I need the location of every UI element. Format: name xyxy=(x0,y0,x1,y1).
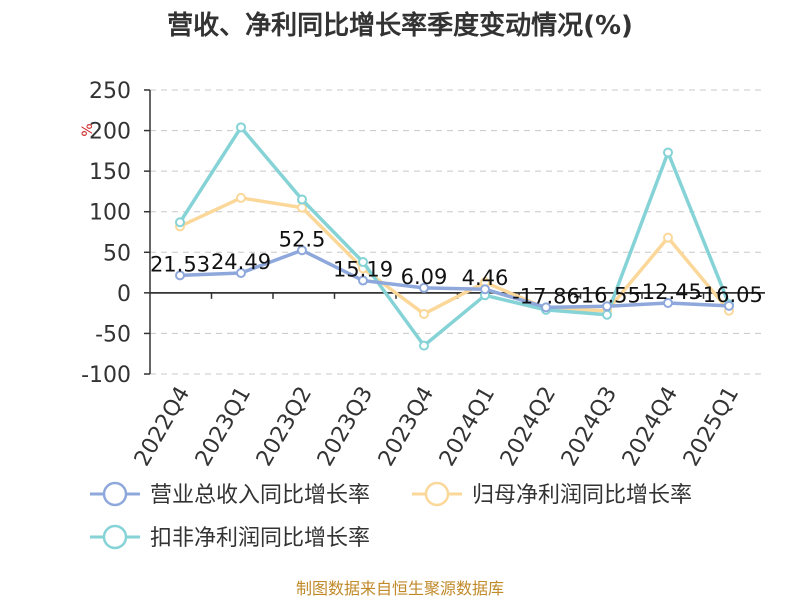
x-tick-label: 2024Q1 xyxy=(435,383,500,471)
data-label: 4.46 xyxy=(462,266,509,290)
data-point xyxy=(663,147,673,158)
data-point xyxy=(297,245,307,256)
y-tick-label: 0 xyxy=(117,282,131,307)
data-point xyxy=(663,232,673,243)
y-tick-label: -50 xyxy=(95,322,131,347)
data-point xyxy=(419,308,429,319)
data-label: 52.5 xyxy=(279,227,326,251)
legend-marker xyxy=(102,524,128,550)
data-point xyxy=(602,309,612,320)
data-label: 15.19 xyxy=(333,258,393,282)
x-tick-label: 2024Q2 xyxy=(496,383,561,471)
legend-marker xyxy=(424,481,450,507)
data-point xyxy=(419,282,429,293)
chart-title: 营收、净利同比增长率季度变动情况(%) xyxy=(167,10,633,41)
data-point xyxy=(541,302,551,313)
data-point xyxy=(236,267,246,278)
data-point xyxy=(236,192,246,203)
x-tick-label: 2024Q4 xyxy=(618,383,683,471)
y-tick-label: 200 xyxy=(89,120,131,145)
x-tick-label: 2025Q1 xyxy=(679,383,744,471)
x-tick-label: 2024Q3 xyxy=(557,383,622,471)
x-tick-label: 2022Q4 xyxy=(130,383,195,471)
source-note: 制图数据来自恒生聚源数据库 xyxy=(296,579,504,598)
data-point xyxy=(358,275,368,286)
data-point xyxy=(358,257,368,268)
y-tick-label: 250 xyxy=(89,79,131,104)
data-label: -12.45 xyxy=(634,280,702,304)
x-tick-label: 2023Q2 xyxy=(252,383,317,471)
data-point xyxy=(297,194,307,205)
series-line xyxy=(179,248,730,310)
data-point xyxy=(175,217,185,228)
data-point xyxy=(602,301,612,312)
data-point xyxy=(236,122,246,133)
data-point xyxy=(480,284,490,295)
y-tick-label: 100 xyxy=(89,201,131,226)
series-line xyxy=(179,196,731,316)
x-axis: 2022Q42023Q12023Q22023Q32023Q42024Q12024… xyxy=(130,291,765,471)
data-label: -16.05 xyxy=(695,283,763,307)
legend-label: 营业总收入同比增长率 xyxy=(150,483,370,508)
data-label: 24.49 xyxy=(211,250,271,274)
legend-label: 扣非净利润同比增长率 xyxy=(150,526,370,551)
data-point xyxy=(419,340,429,351)
y-tick-label: -100 xyxy=(81,363,131,388)
data-label: -16.55 xyxy=(573,283,641,307)
gridlines xyxy=(150,89,765,375)
data-label: 21.53 xyxy=(150,252,210,276)
x-tick-label: 2023Q1 xyxy=(191,383,256,471)
y-tick-label: 150 xyxy=(89,160,131,185)
x-tick-label: 2023Q4 xyxy=(374,383,439,471)
x-tick-label: 2023Q3 xyxy=(313,383,378,471)
data-label: 6.09 xyxy=(401,265,448,289)
series-line xyxy=(178,125,731,348)
data-point xyxy=(175,270,185,281)
data-label: -17.86 xyxy=(512,284,580,308)
data-point xyxy=(724,300,734,311)
y-unit-label: % xyxy=(80,123,96,136)
series-lines xyxy=(175,122,734,351)
y-axis: 250 200 150 100 50 0 -50 -100% xyxy=(80,79,151,388)
legend-label: 归母净利润同比增长率 xyxy=(472,483,692,508)
data-point xyxy=(663,297,673,308)
y-tick-label: 50 xyxy=(103,241,131,266)
legend-marker xyxy=(102,481,128,507)
